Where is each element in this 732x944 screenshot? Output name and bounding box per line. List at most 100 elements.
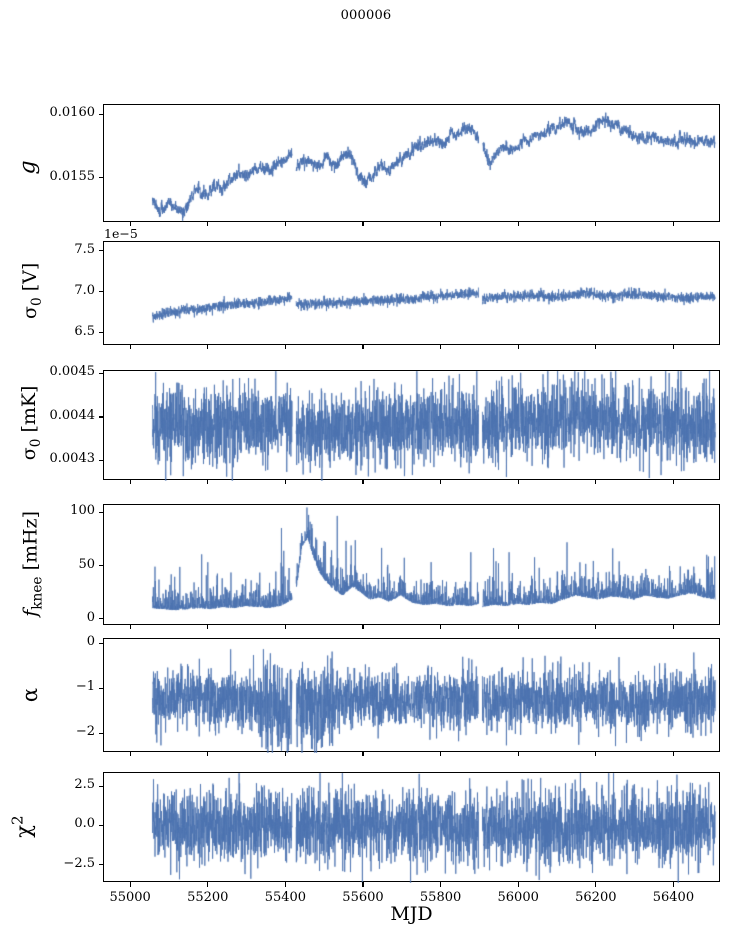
y-tick-label: 0.0045 [49,364,96,380]
x-tick-mark [517,882,519,887]
x-tick-mark [362,625,364,629]
x-tick-label: 55000 [109,890,151,905]
x-tick-mark [517,222,519,226]
x-tick-mark [207,752,209,756]
y-tick-mark [99,291,103,293]
panel-sigma0-volts [103,241,721,346]
y-tick-label: −1 [75,679,95,695]
x-tick-mark [440,882,442,887]
y-tick-mark [99,372,103,375]
x-tick-mark [284,345,286,349]
x-tick-mark [517,625,519,629]
y-tick-label: 0 [86,634,95,650]
x-tick-mark [440,222,442,226]
y-tick-label: 0.0044 [49,407,96,423]
panel-sigma0-volts-plot [104,242,721,346]
panel-alpha-plot [104,639,721,753]
y-tick-mark [99,618,103,620]
x-tick-mark [595,625,597,629]
x-axis-label: MJD [390,903,433,925]
y-tick-label: 2.5 [74,777,95,793]
y-tick-label: 0.0043 [49,451,96,467]
y-tick-mark [99,177,103,179]
panel-alpha-ylabel: α [18,687,42,703]
x-tick-label: 56000 [497,890,539,905]
figure-title: 000006 [340,8,392,23]
x-tick-mark [672,625,674,629]
x-tick-mark [672,222,674,226]
x-tick-mark [284,882,286,887]
x-tick-mark [362,752,364,756]
y-tick-label: 100 [70,503,95,519]
panel-sigma0-mk-plot [104,371,721,481]
y-tick-mark [99,864,103,866]
y-tick-label: 7.5 [74,241,95,257]
x-tick-label: 55200 [187,890,229,905]
y-tick-label: 0.0 [74,816,95,832]
x-tick-mark [672,882,674,887]
x-tick-mark [362,480,364,484]
x-tick-mark [517,752,519,756]
y-tick-mark [99,250,103,252]
x-tick-mark [129,752,131,756]
x-tick-mark [207,625,209,629]
y-tick-label: 0.0160 [49,105,96,121]
x-tick-mark [207,345,209,349]
x-tick-mark [595,345,597,349]
x-tick-mark [440,625,442,629]
y-tick-mark [99,565,103,567]
x-tick-mark [129,345,131,349]
panel-gain-plot [104,105,721,223]
x-tick-mark [207,882,209,887]
x-tick-mark [207,480,209,484]
x-tick-label: 56200 [575,890,617,905]
x-tick-mark [517,480,519,484]
x-tick-mark [440,752,442,756]
y-tick-label: 0 [86,609,95,625]
x-tick-mark [129,882,131,887]
x-tick-mark [362,882,364,887]
y-tick-label: 50 [78,556,95,572]
panel-chi2 [103,772,721,883]
y-tick-mark [99,687,103,689]
y-tick-mark [99,332,103,334]
y-tick-label: −2 [75,724,95,740]
x-tick-label: 55800 [419,890,462,905]
x-tick-mark [595,480,597,484]
y-tick-label: 0.0155 [49,168,96,184]
y-tick-label: 7.0 [74,282,95,298]
y-tick-mark [99,459,103,461]
panel-fknee-plot [104,505,721,626]
y-tick-mark [99,113,103,115]
y-tick-mark [99,416,103,418]
x-tick-label: 55600 [342,890,384,905]
panel-sigma0-volts-offset-text: 1e−5 [104,226,138,241]
y-tick-mark [99,824,103,826]
panel-chi2-plot [104,773,721,883]
x-tick-mark [595,222,597,226]
y-tick-mark [99,511,103,514]
y-tick-label: −2.5 [63,855,95,871]
panel-gain [103,104,721,223]
y-tick-label: 6.5 [74,323,95,339]
x-tick-mark [284,222,286,226]
x-tick-mark [284,625,286,629]
x-tick-label: 56400 [652,890,695,905]
x-tick-mark [672,345,674,349]
y-tick-mark [99,642,103,644]
x-tick-mark [595,752,597,756]
x-tick-mark [284,480,286,484]
x-tick-mark [129,480,131,484]
panel-fknee [103,504,721,626]
y-tick-mark [99,785,103,787]
x-tick-mark [440,480,442,484]
x-tick-mark [284,752,286,756]
panel-gain-ylabel: g [15,160,41,175]
x-tick-mark [362,345,364,349]
panel-alpha [103,638,721,753]
x-tick-mark [207,222,209,226]
x-tick-mark [362,222,364,226]
x-tick-mark [129,625,131,629]
panel-sigma0-mk [103,370,721,481]
x-tick-mark [595,882,597,887]
